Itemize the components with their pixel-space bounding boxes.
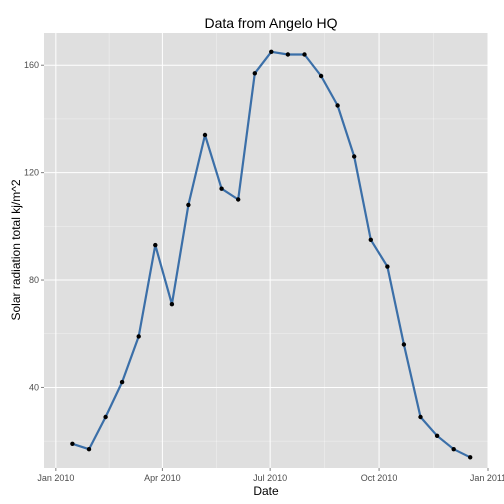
- data-point: [70, 441, 75, 446]
- data-point: [318, 73, 324, 79]
- x-tick-label: Jan 2011: [470, 473, 504, 483]
- y-tick-label: 160: [24, 60, 39, 70]
- data-point: [236, 197, 241, 202]
- data-point: [269, 49, 274, 54]
- data-point: [335, 103, 340, 108]
- data-point: [285, 52, 291, 57]
- data-point: [401, 342, 407, 347]
- data-point: [368, 237, 373, 242]
- data-point: [451, 447, 456, 452]
- data-point: [352, 154, 357, 159]
- data-point: [418, 414, 423, 420]
- y-tick-label: 120: [24, 168, 39, 178]
- data-point: [186, 202, 191, 208]
- data-point: [119, 379, 125, 385]
- x-tick-label: Oct 2010: [361, 473, 398, 483]
- data-point: [103, 414, 108, 420]
- y-axis-title: Solar radiation total kj/m^2: [9, 179, 23, 320]
- data-point: [468, 455, 473, 460]
- data-point: [302, 52, 307, 57]
- data-point: [219, 186, 224, 191]
- data-point: [385, 264, 390, 269]
- y-tick-label: 80: [29, 275, 39, 285]
- x-tick-label: Jan 2010: [37, 473, 74, 483]
- x-tick-label: Jul 2010: [253, 473, 287, 483]
- x-axis-title: Date: [253, 484, 279, 498]
- x-axis-ticks: Jan 2010 Apr 2010 Jul 2010 Oct 2010 Jan 2011: [37, 468, 504, 483]
- data-point: [252, 71, 257, 76]
- data-point: [136, 334, 141, 339]
- data-point: [434, 433, 440, 438]
- data-point: [169, 302, 175, 307]
- data-point: [153, 242, 158, 248]
- chart-title: Data from Angelo HQ: [204, 15, 337, 31]
- data-point: [86, 447, 92, 452]
- plot-panel: [44, 33, 488, 468]
- data-points: [70, 49, 473, 460]
- y-tick-label: 40: [29, 382, 39, 392]
- x-tick-label: Apr 2010: [144, 473, 181, 483]
- data-point: [202, 132, 208, 138]
- y-axis-ticks: 40 80 120 160: [24, 60, 44, 392]
